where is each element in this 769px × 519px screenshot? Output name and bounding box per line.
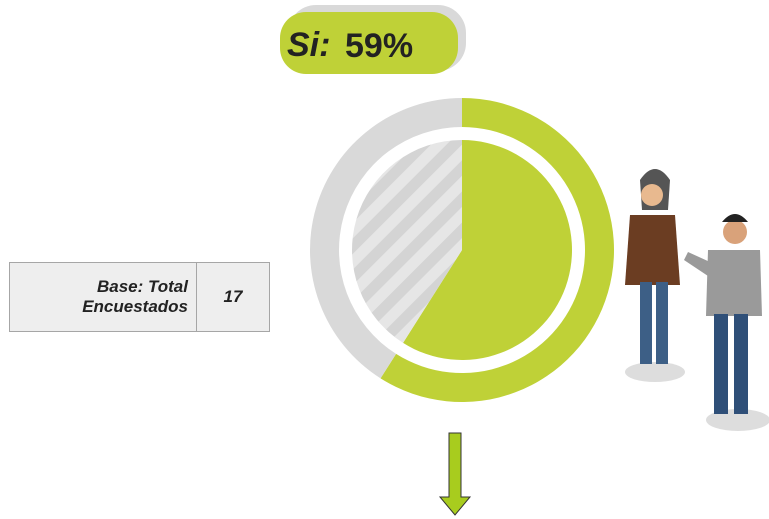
infographic: Si: 59% Base: Total Encuestados 17 <box>0 0 769 519</box>
category-label: Si: <box>287 26 330 64</box>
chart: Si: 59% <box>0 0 769 519</box>
base-value: 17 <box>197 263 270 332</box>
value-label: 59% <box>345 27 413 65</box>
people-illustration <box>625 169 769 431</box>
base-label: Base: Total Encuestados <box>10 263 197 332</box>
base-table: Base: Total Encuestados 17 <box>9 262 270 332</box>
arrow <box>440 433 470 515</box>
